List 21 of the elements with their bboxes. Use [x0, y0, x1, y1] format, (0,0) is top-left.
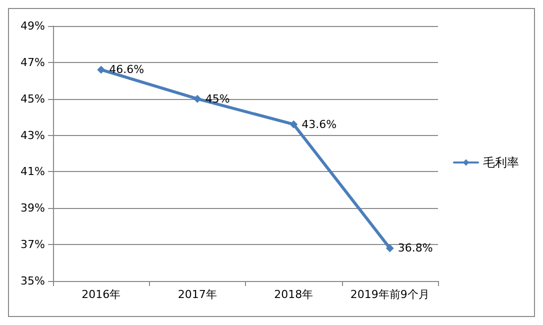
point — [193, 94, 202, 103]
y-tick-label: 37% — [20, 238, 45, 252]
x-tick-label: 2017年 — [178, 288, 217, 301]
x-tick-label: 2019年前9个月 — [350, 288, 430, 301]
y-tick-label: 43% — [20, 128, 45, 142]
y-tick-label: 49% — [20, 20, 45, 32]
point — [386, 244, 394, 252]
point — [290, 120, 298, 128]
y-tick-label: 39% — [20, 202, 45, 215]
x-tick-label: 2018年 — [274, 288, 314, 301]
y-tick-label: 45% — [20, 92, 45, 106]
y-tick-label: 47% — [20, 56, 45, 69]
x-tick-label: 2016年 — [82, 288, 121, 301]
data-label: 45% — [205, 92, 230, 106]
data-label: 36.8% — [398, 242, 433, 255]
data-label: 46.6% — [109, 63, 144, 76]
point — [97, 66, 106, 74]
data-label: 43.6% — [302, 118, 337, 131]
y-tick-label: 41% — [20, 165, 45, 178]
legend-label: 毛利率 — [483, 156, 519, 170]
y-tick-label: 35% — [20, 274, 45, 288]
